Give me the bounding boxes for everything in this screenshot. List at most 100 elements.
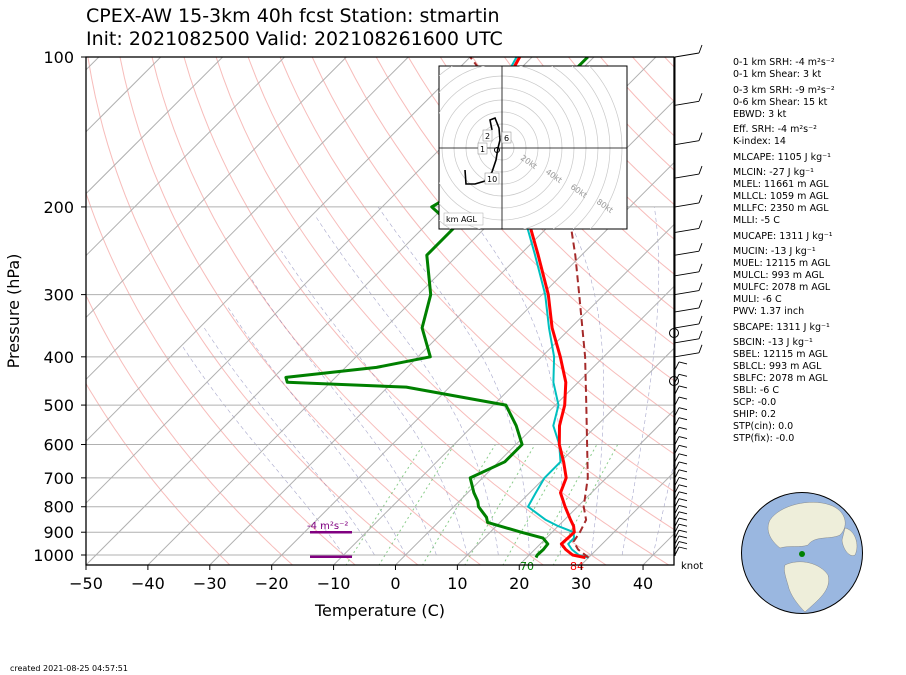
index-line: MUEL: 12115 m AGL — [733, 258, 831, 269]
index-line: SHIP: 0.2 — [733, 409, 777, 420]
isotherm — [86, 57, 162, 133]
index-line: 0-1 km SRH: -4 m²s⁻² — [733, 57, 835, 68]
index-line: SBEL: 12115 m AGL — [733, 349, 828, 360]
wind-barb — [674, 373, 688, 383]
wind-barb — [674, 93, 703, 106]
wind-barb — [674, 361, 688, 371]
dry-adiabat — [86, 294, 294, 565]
wind-barb — [674, 511, 688, 521]
wind-barb — [674, 546, 688, 556]
wind-barb — [674, 165, 703, 179]
wind-barb — [674, 344, 703, 358]
index-line: MUCAPE: 1311 J kg⁻¹ — [733, 230, 833, 242]
isotherm — [394, 285, 674, 565]
index-line: STP(cin): 0.0 — [733, 421, 794, 432]
plot-frame — [85, 56, 675, 566]
x-tick-label: 30 — [571, 574, 591, 593]
index-line: SBLCL: 993 m AGL — [733, 361, 822, 372]
chart-title: CPEX-AW 15-3km 40h fcst Station: stmarti… — [86, 5, 500, 27]
dewpoint-profile — [284, 57, 589, 559]
mixing-ratio-line — [345, 444, 424, 565]
mixing-ratio-line — [378, 444, 455, 565]
index-line: MULI: -6 C — [733, 294, 782, 305]
wind-barb — [674, 407, 688, 416]
index-line: STP(fix): -0.0 — [733, 433, 795, 444]
y-tick-label: 100 — [43, 48, 74, 67]
index-line: K-index: 14 — [733, 136, 786, 147]
y-tick-label: 700 — [43, 469, 74, 488]
wind-barb — [674, 417, 688, 426]
index-line: MULFC: 2078 m AGL — [733, 282, 831, 293]
dry-adiabat — [439, 57, 674, 310]
wind-barb — [674, 330, 703, 344]
moist-adiabat — [226, 305, 406, 556]
created-timestamp: created 2021-08-25 04:57:51 — [10, 664, 128, 673]
index-line: MLEL: 11661 m AGL — [733, 179, 829, 190]
wind-barb — [674, 498, 688, 507]
hodograph-trace — [464, 116, 501, 185]
moist-adiabat — [463, 206, 563, 556]
surface-temperature-label: 84 — [570, 560, 584, 573]
isotherm — [332, 223, 674, 565]
dry-adiabat — [407, 57, 674, 346]
index-line: MUCIN: -13 J kg⁻¹ — [733, 246, 816, 257]
y-tick-label: 400 — [43, 348, 74, 367]
wind-barb — [674, 426, 688, 436]
hodograph — [438, 65, 628, 230]
hodograph-height-marker: 6 — [504, 134, 509, 143]
isotherm — [209, 100, 674, 565]
wind-barb — [674, 491, 688, 501]
index-line: SBLFC: 2078 m AGL — [733, 373, 828, 384]
index-line: Eff. SRH: -4 m²s⁻² — [733, 124, 817, 135]
x-tick-label: 10 — [447, 574, 467, 593]
wind-barb — [674, 529, 688, 539]
station-marker — [799, 551, 805, 557]
hodograph-height-marker: 10 — [487, 175, 497, 184]
isotherm — [86, 57, 471, 442]
index-line: MLCAPE: 1105 J kg⁻¹ — [733, 151, 831, 163]
moist-adiabat — [204, 327, 375, 556]
wind-barb — [674, 385, 688, 395]
chart-subtitle: Init: 2021082500 Valid: 202108261600 UTC — [86, 28, 503, 50]
hodograph-height-marker: 2 — [485, 132, 490, 141]
dry-adiabat — [311, 57, 674, 455]
x-tick-label: −30 — [193, 574, 227, 593]
dry-adiabat — [889, 57, 906, 566]
dry-adiabat — [279, 57, 674, 492]
moist-adiabat — [621, 206, 660, 556]
wind-barb — [674, 396, 688, 406]
wind-barb — [674, 436, 688, 445]
moist-adiabat — [652, 462, 674, 556]
temperature-profile — [491, 57, 586, 560]
dry-adiabat — [151, 57, 545, 565]
isotherm — [86, 57, 285, 257]
dry-adiabat — [86, 382, 231, 565]
dry-adiabat — [183, 57, 607, 565]
dry-adiabat — [471, 57, 674, 275]
wind-barb — [674, 469, 688, 479]
y-tick-label: 800 — [43, 498, 74, 517]
wind-barb — [674, 535, 688, 545]
wind-barb — [674, 523, 688, 533]
calm-wind-circle — [669, 328, 679, 338]
dry-adiabat — [825, 57, 906, 566]
hodograph-height-marker: 1 — [480, 145, 485, 154]
isotherm — [518, 409, 674, 565]
isotherm — [86, 57, 409, 381]
x-tick-label: 0 — [390, 574, 400, 593]
wind-barb — [674, 132, 703, 146]
index-line: PWV: 1.37 inch — [733, 306, 805, 317]
dry-adiabat — [247, 57, 674, 531]
moist-adiabat — [377, 206, 530, 556]
moist-adiabat — [281, 250, 468, 556]
x-tick-label: 40 — [633, 574, 653, 593]
y-tick-label: 500 — [43, 396, 74, 415]
y-tick-label: 900 — [43, 523, 74, 542]
wind-barb — [674, 484, 688, 493]
dry-adiabat — [119, 57, 482, 565]
barb-units-label: knot — [681, 561, 703, 572]
index-line: 0-6 km Shear: 15 kt — [733, 96, 828, 108]
index-line: SBCAPE: 1311 J kg⁻¹ — [733, 321, 830, 333]
y-tick-label: 200 — [43, 198, 74, 217]
